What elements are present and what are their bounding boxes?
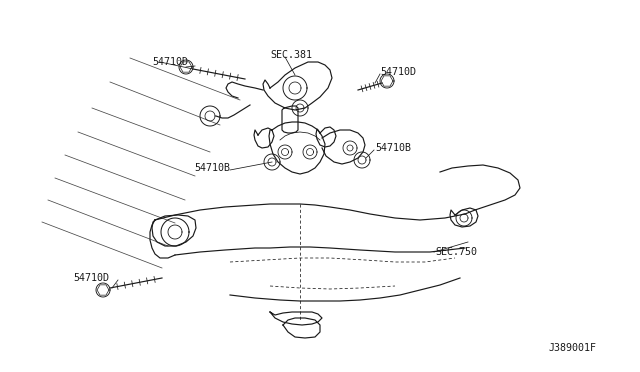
Text: 54710B: 54710B <box>194 163 230 173</box>
Text: J389001F: J389001F <box>549 343 597 353</box>
Text: SEC.381: SEC.381 <box>270 50 312 60</box>
Text: SEC.750: SEC.750 <box>435 247 477 257</box>
Text: 54710D: 54710D <box>380 67 416 77</box>
Text: 54710B: 54710B <box>375 143 411 153</box>
Text: 54710D: 54710D <box>152 57 188 67</box>
Text: 54710D: 54710D <box>73 273 109 283</box>
